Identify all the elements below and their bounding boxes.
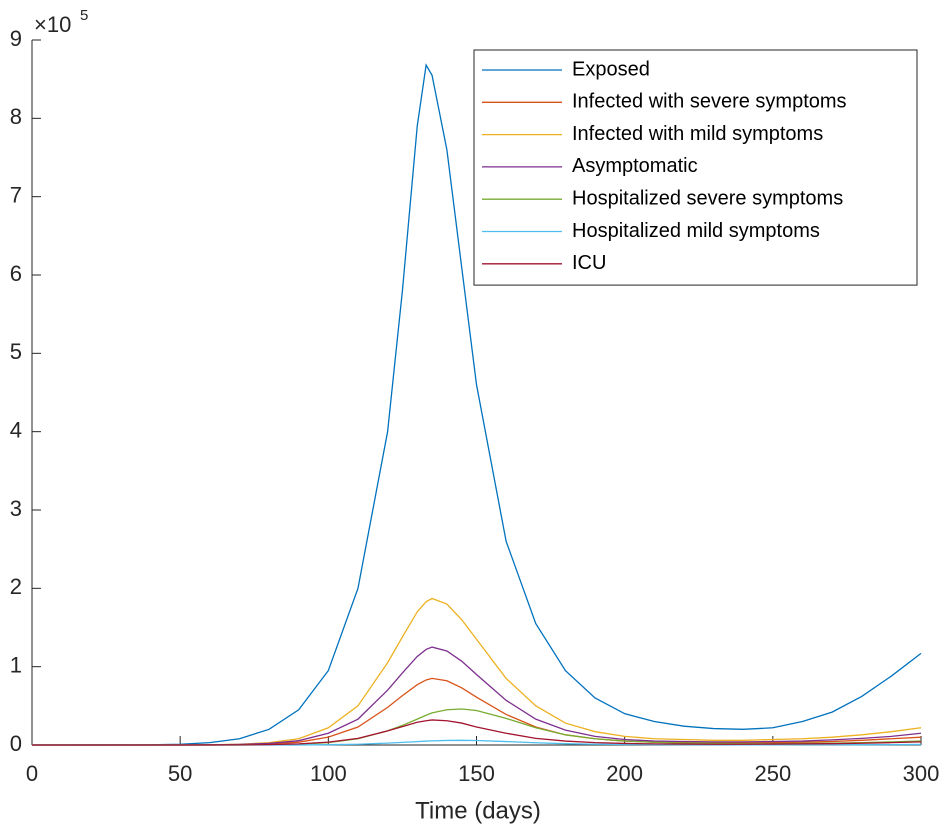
y-tick-label: 1 bbox=[10, 652, 22, 677]
x-tick-label: 200 bbox=[606, 761, 643, 786]
series-line bbox=[32, 646, 922, 746]
x-tick-label: 0 bbox=[26, 761, 38, 786]
y-tick-label: 7 bbox=[10, 182, 22, 207]
y-multiplier-base: ×10 bbox=[34, 12, 71, 37]
legend-label: Infected with mild symptoms bbox=[572, 123, 823, 145]
series-line bbox=[32, 597, 922, 746]
y-tick-label: 8 bbox=[10, 104, 22, 129]
series-line bbox=[32, 719, 922, 746]
legend-label: Exposed bbox=[572, 58, 650, 80]
y-tick-label: 4 bbox=[10, 417, 22, 442]
y-tick-label: 5 bbox=[10, 339, 22, 364]
legend-label: Infected with severe symptoms bbox=[572, 91, 847, 113]
x-tick-label: 50 bbox=[168, 761, 192, 786]
y-multiplier-power: 5 bbox=[80, 7, 88, 24]
x-axis-label: Time (days) bbox=[415, 797, 541, 824]
legend-label: Asymptomatic bbox=[572, 155, 698, 177]
y-tick-label: 3 bbox=[10, 496, 22, 521]
x-tick-label: 300 bbox=[903, 761, 940, 786]
legend-label: Hospitalized mild symptoms bbox=[572, 220, 820, 242]
legend-box bbox=[473, 49, 918, 286]
y-tick-label: 6 bbox=[10, 261, 22, 286]
x-tick-label: 250 bbox=[754, 761, 791, 786]
x-tick-label: 150 bbox=[458, 761, 495, 786]
legend-label: ICU bbox=[572, 252, 606, 274]
legend-label: Hospitalized severe symptoms bbox=[572, 187, 843, 209]
series-line bbox=[32, 677, 922, 746]
series-line bbox=[31, 63, 922, 746]
y-tick-label: 2 bbox=[10, 574, 22, 599]
y-tick-label: 0 bbox=[10, 731, 22, 756]
x-tick-label: 100 bbox=[310, 761, 347, 786]
y-tick-label: 9 bbox=[10, 26, 22, 51]
